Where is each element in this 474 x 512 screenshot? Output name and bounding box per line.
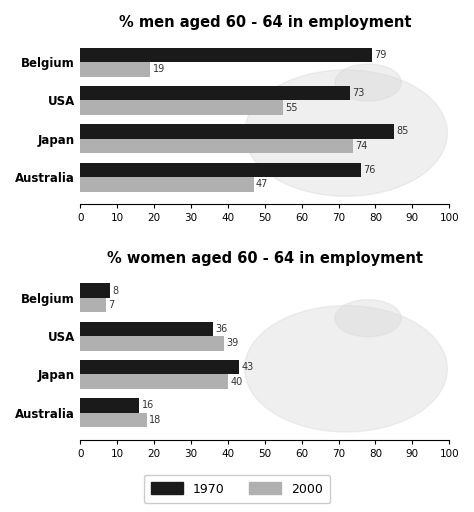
- Bar: [81, 413, 147, 428]
- Text: 55: 55: [285, 103, 298, 113]
- Text: 39: 39: [227, 338, 239, 349]
- Text: 18: 18: [149, 415, 161, 425]
- Text: 47: 47: [256, 179, 268, 189]
- Ellipse shape: [335, 64, 401, 101]
- Text: 43: 43: [241, 362, 254, 372]
- Ellipse shape: [245, 70, 447, 196]
- Bar: [81, 124, 394, 139]
- Text: 8: 8: [112, 286, 118, 295]
- Bar: [81, 336, 224, 351]
- Bar: [81, 100, 283, 115]
- Bar: [81, 62, 150, 77]
- Text: 73: 73: [352, 88, 364, 98]
- Text: 36: 36: [215, 324, 228, 334]
- Text: 85: 85: [396, 126, 409, 137]
- Bar: [81, 177, 254, 191]
- Bar: [81, 322, 213, 336]
- Text: 40: 40: [230, 377, 242, 387]
- Ellipse shape: [245, 306, 447, 432]
- Bar: [81, 398, 139, 413]
- Bar: [81, 48, 372, 62]
- Title: % men aged 60 - 64 in employment: % men aged 60 - 64 in employment: [118, 15, 411, 30]
- Bar: [81, 360, 239, 374]
- Bar: [81, 374, 228, 389]
- Text: 74: 74: [356, 141, 368, 151]
- Legend: 1970, 2000: 1970, 2000: [144, 475, 330, 503]
- Bar: [81, 86, 350, 100]
- Text: 7: 7: [109, 300, 115, 310]
- Text: 79: 79: [374, 50, 386, 60]
- Text: 16: 16: [142, 400, 154, 411]
- Bar: [81, 139, 353, 153]
- Text: 19: 19: [153, 65, 165, 74]
- Bar: [81, 283, 110, 298]
- Title: % women aged 60 - 64 in employment: % women aged 60 - 64 in employment: [107, 251, 423, 266]
- Bar: [81, 162, 361, 177]
- Ellipse shape: [335, 300, 401, 337]
- Bar: [81, 298, 106, 312]
- Text: 76: 76: [363, 165, 375, 175]
